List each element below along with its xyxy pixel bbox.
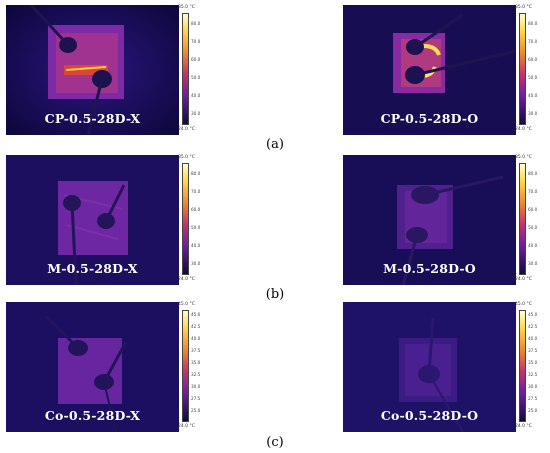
color-scale-bar xyxy=(519,13,526,125)
color-scale-bar xyxy=(519,163,526,275)
scale-tick: 50.0 xyxy=(528,225,538,230)
thermal-image xyxy=(343,302,516,432)
scale-max: 85.0 °C xyxy=(178,5,195,10)
thermal-image xyxy=(6,5,179,135)
scale-tick: 30.0 xyxy=(528,111,538,116)
scale-tick: 40.0 xyxy=(528,336,538,341)
caption-c: (c) xyxy=(266,435,284,450)
sample-label: CP-0.5-28D-O xyxy=(380,111,479,126)
scale-tick: 60.0 xyxy=(528,207,538,212)
scale-tick: 35.0 xyxy=(528,360,538,365)
scale-min: 24.0 °C xyxy=(515,127,532,132)
scale-tick: 45.0 xyxy=(528,312,538,317)
scale-tick: 70.0 xyxy=(528,189,538,194)
scale-min: 24.0 °C xyxy=(178,424,195,429)
color-scale: 85.0 °C 80.0 70.0 60.0 50.0 40.0 30.0 24… xyxy=(178,155,208,285)
scale-tick: 40.0 xyxy=(528,243,538,248)
scale-tick: 70.0 xyxy=(191,189,201,194)
scale-tick: 27.5 xyxy=(528,396,538,401)
scale-tick: 42.5 xyxy=(528,324,538,329)
scale-max: 45.0 °C xyxy=(515,302,532,307)
sample-label: Co-0.5-28D-O xyxy=(380,408,479,423)
color-scale-bar xyxy=(182,13,189,125)
scale-tick: 70.0 xyxy=(528,39,538,44)
scale-tick: 30.0 xyxy=(528,384,538,389)
color-scale-bar xyxy=(182,163,189,275)
scale-tick: 45.0 xyxy=(191,312,201,317)
thermal-image xyxy=(6,155,179,285)
scale-min: 24.0 °C xyxy=(515,424,532,429)
thermal-panel-co-o: Co-0.5-28D-O 45.0 °C 45.0 42.5 40.0 37.5… xyxy=(343,302,543,432)
thermal-panel-co-x: Co-0.5-28D-X 45.0 °C 45.0 42.5 40.0 37.5… xyxy=(6,302,206,432)
scale-min: 24.0 °C xyxy=(178,127,195,132)
thermal-image xyxy=(6,302,179,432)
scale-tick: 70.0 xyxy=(191,39,201,44)
color-scale: 85.0 °C 80.0 70.0 60.0 50.0 40.0 30.0 24… xyxy=(515,5,545,135)
scale-tick: 25.0 xyxy=(528,408,538,413)
sample-label: CP-0.5-28D-X xyxy=(44,111,141,126)
scale-tick: 50.0 xyxy=(528,75,538,80)
thermal-image xyxy=(343,5,516,135)
scale-tick: 80.0 xyxy=(528,171,538,176)
scale-tick: 32.5 xyxy=(528,372,538,377)
scale-tick: 80.0 xyxy=(191,171,201,176)
scale-tick: 80.0 xyxy=(528,21,538,26)
thermal-panel-cp-o: CP-0.5-28D-O 85.0 °C 80.0 70.0 60.0 50.0… xyxy=(343,5,543,135)
scale-tick: 32.5 xyxy=(191,372,201,377)
scale-tick: 30.0 xyxy=(528,261,538,266)
color-scale: 45.0 °C 45.0 42.5 40.0 37.5 35.0 32.5 30… xyxy=(515,302,545,432)
color-scale-bar xyxy=(182,310,189,422)
caption-b: (b) xyxy=(265,287,285,302)
color-scale: 85.0 °C 80.0 70.0 60.0 50.0 40.0 30.0 24… xyxy=(515,155,545,285)
scale-tick: 30.0 xyxy=(191,111,201,116)
thermal-panel-m-o: M-0.5-28D-O 85.0 °C 80.0 70.0 60.0 50.0 … xyxy=(343,155,543,285)
scale-tick: 30.0 xyxy=(191,384,201,389)
sample-label: M-0.5-28D-O xyxy=(383,261,476,276)
scale-tick: 27.5 xyxy=(191,396,201,401)
scale-tick: 37.5 xyxy=(191,348,201,353)
color-scale: 85.0 °C 80.0 70.0 60.0 50.0 40.0 30.0 24… xyxy=(178,5,208,135)
scale-tick: 30.0 xyxy=(191,261,201,266)
scale-tick: 40.0 xyxy=(528,93,538,98)
scale-tick: 60.0 xyxy=(191,57,201,62)
color-scale: 45.0 °C 45.0 42.5 40.0 37.5 35.0 32.5 30… xyxy=(178,302,208,432)
scale-tick: 60.0 xyxy=(528,57,538,62)
scale-min: 24.0 °C xyxy=(515,277,532,282)
scale-max: 85.0 °C xyxy=(515,5,532,10)
scale-max: 45.0 °C xyxy=(178,302,195,307)
sample-label: Co-0.5-28D-X xyxy=(44,408,141,423)
scale-tick: 42.5 xyxy=(191,324,201,329)
scale-tick: 37.5 xyxy=(528,348,538,353)
scale-tick: 40.0 xyxy=(191,336,201,341)
scale-tick: 25.0 xyxy=(191,408,201,413)
scale-tick: 35.0 xyxy=(191,360,201,365)
thermal-panel-m-x: M-0.5-28D-X 85.0 °C 80.0 70.0 60.0 50.0 … xyxy=(6,155,206,285)
scale-tick: 50.0 xyxy=(191,225,201,230)
scale-max: 85.0 °C xyxy=(515,155,532,160)
scale-tick: 80.0 xyxy=(191,21,201,26)
scale-max: 85.0 °C xyxy=(178,155,195,160)
sample-label: M-0.5-28D-X xyxy=(47,261,138,276)
thermal-image xyxy=(343,155,516,285)
color-scale-bar xyxy=(519,310,526,422)
caption-a: (a) xyxy=(266,137,284,152)
thermal-panel-cp-x: CP-0.5-28D-X 85.0 °C 80.0 70.0 60.0 50.0… xyxy=(6,5,206,135)
scale-tick: 40.0 xyxy=(191,243,201,248)
scale-tick: 40.0 xyxy=(191,93,201,98)
scale-min: 24.0 °C xyxy=(178,277,195,282)
scale-tick: 60.0 xyxy=(191,207,201,212)
scale-tick: 50.0 xyxy=(191,75,201,80)
